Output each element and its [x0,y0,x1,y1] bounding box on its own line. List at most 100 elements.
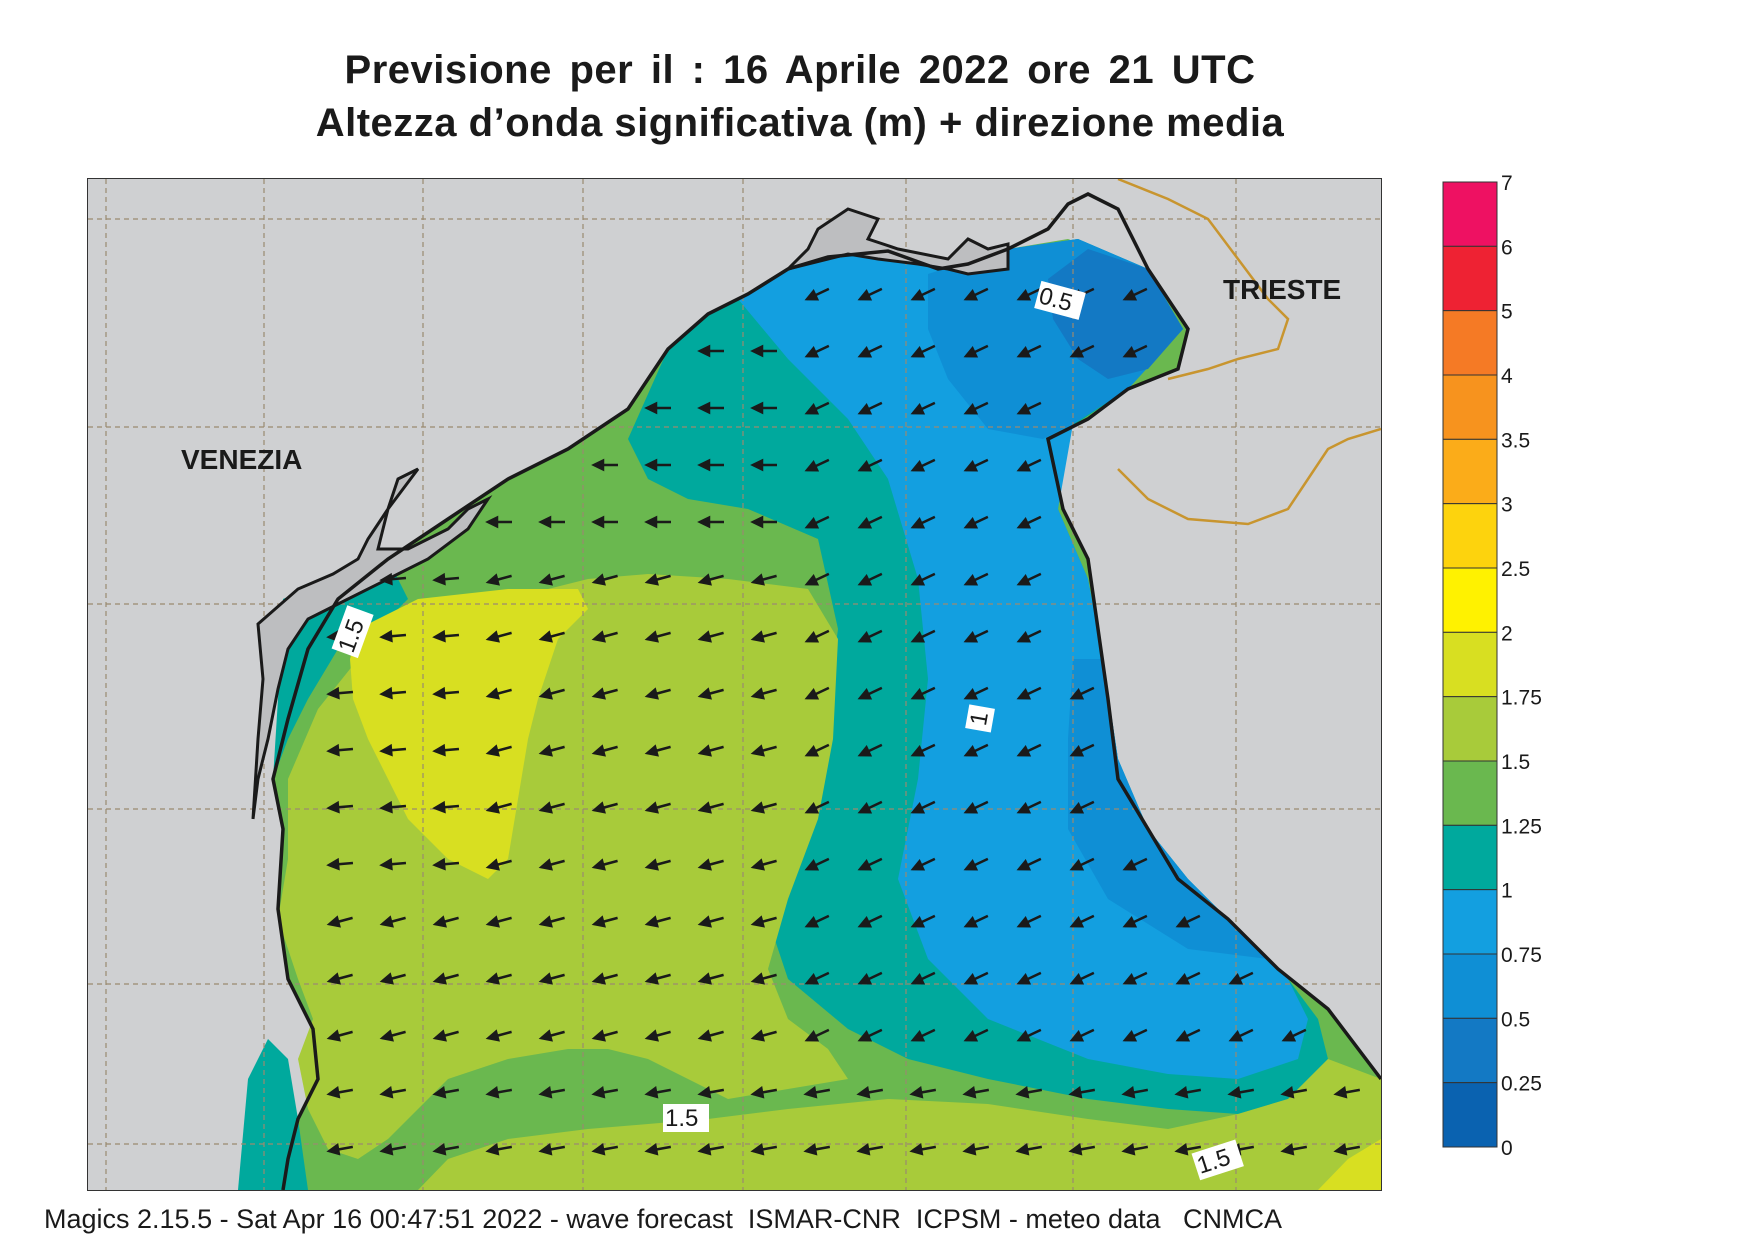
legend-color-box [1442,824,1498,891]
wave-arrow-head [538,801,553,814]
wave-arrow-head [1016,345,1032,358]
wave-arrow-head [804,687,820,700]
wave-arrow-head [856,1143,871,1156]
wave-arrow-head [856,1086,871,1099]
wave-arrow-head [1069,915,1085,928]
wave-arrow-head [1122,915,1138,928]
wave-arrow-head [591,972,606,985]
land-lagoon [251,467,493,820]
wave-arrow-head [910,801,926,814]
wave-arrow-head [326,743,340,757]
wave-arrow-head [644,401,658,415]
wave-arrow-head [1069,858,1085,871]
wave-arrow-head [910,858,926,871]
wave-arrow-head [857,801,873,814]
wave-arrow-head [697,1029,712,1042]
legend-tick-label: 1 [1501,880,1513,903]
wave-arrow-head [591,801,606,814]
legend-tick-label: 1.25 [1501,815,1542,838]
wave-arrow-head [1016,573,1032,586]
wave-arrow-head [326,1086,341,1099]
legend-tick-label: 1.75 [1501,687,1542,710]
wave-arrow-head [1175,915,1191,928]
wave-arrow-head [1015,1143,1030,1156]
wave-arrow-head [804,915,820,928]
wave-arrow-head [432,572,446,586]
wave-arrow-head [697,344,711,358]
wave-arrow-head [538,515,552,529]
wave-arrow-head [1015,1086,1030,1099]
wave-arrow-head [1121,1086,1136,1099]
wave-arrow-head [591,1029,606,1042]
wave-arrow-head [697,401,711,415]
wave-arrow-head [538,1029,553,1042]
wave-arrow-head [1016,288,1032,301]
wave-arrow-head [538,858,553,871]
contour-label-1-5-south: 1.5 [665,1105,698,1132]
wave-arrow-head [432,1143,447,1156]
wave-arrow-head [1016,744,1032,757]
legend-tick-label: 0 [1501,1137,1513,1160]
wave-arrow-head [1228,972,1244,985]
wave-arrow-head [432,1029,447,1042]
wave-arrow-head [1069,801,1085,814]
wave-arrow-head [750,573,765,586]
wave-arrow-head [432,800,446,814]
wave-arrow-head [485,744,500,757]
wave-arrow-head [804,459,820,472]
wave-arrow-head [644,801,659,814]
wave-arrow-head [857,858,873,871]
wave-arrow-head [1122,858,1138,871]
wave-arrow-head [326,972,341,985]
wave-arrow-head [697,744,712,757]
wave-arrow-head [1016,516,1032,529]
wave-arrow-head [1069,1029,1085,1042]
wave-arrow-head [750,972,765,985]
wave-arrow-head [379,915,394,928]
wave-arrow-head [538,687,553,700]
legend-color-box [1442,889,1498,955]
wave-arrow-head [910,915,926,928]
wave-arrow-head [1069,687,1085,700]
wave-arrow-head [962,1086,977,1099]
wave-arrow-head [644,1143,659,1156]
wave-arrow-head [485,573,500,586]
legend-color-boxes [1442,181,1498,1148]
wave-arrow-head [432,743,446,757]
wave-arrow-head [644,1029,659,1042]
wave-arrow-head [697,630,712,643]
wave-arrow-head [1122,288,1138,301]
wave-arrow-head [538,1086,553,1099]
wave-arrow-head [1122,972,1138,985]
wave-arrow-head [857,345,873,358]
country-border [1117,179,1381,526]
wave-arrow-head [963,402,979,415]
wave-arrow-head [1122,1029,1138,1042]
legend-color-box [1442,503,1498,569]
wave-arrow-head [538,972,553,985]
wave-arrow-head [591,573,606,586]
title-line-1: Previsione per il : 16 Aprile 2022 ore 2… [344,48,1256,92]
wave-arrow-head [538,744,553,757]
wave-arrow-head [963,345,979,358]
wave-arrow-head [485,801,500,814]
wave-arrow-head [1175,1029,1191,1042]
wave-arrow-head [1280,1086,1295,1099]
wave-arrow-head [1068,1086,1083,1099]
legend-color-box [1442,1082,1498,1148]
wave-arrow-head [379,572,393,586]
wave-arrow-head [644,573,659,586]
wave-arrow-head [591,744,606,757]
wave-arrow-head [857,573,873,586]
legend-color-box [1442,310,1498,376]
wave-arrow-head [750,515,764,529]
wave-arrow-head [1069,744,1085,757]
wave-arrow-head [910,516,926,529]
wave-arrow-head [963,459,979,472]
wave-arrow-head [910,972,926,985]
wave-arrow-head [963,915,979,928]
wave-arrow-head [910,744,926,757]
wave-arrow-head [379,1029,394,1042]
wave-arrow-head [326,686,340,700]
wave-arrow-head [857,288,873,301]
